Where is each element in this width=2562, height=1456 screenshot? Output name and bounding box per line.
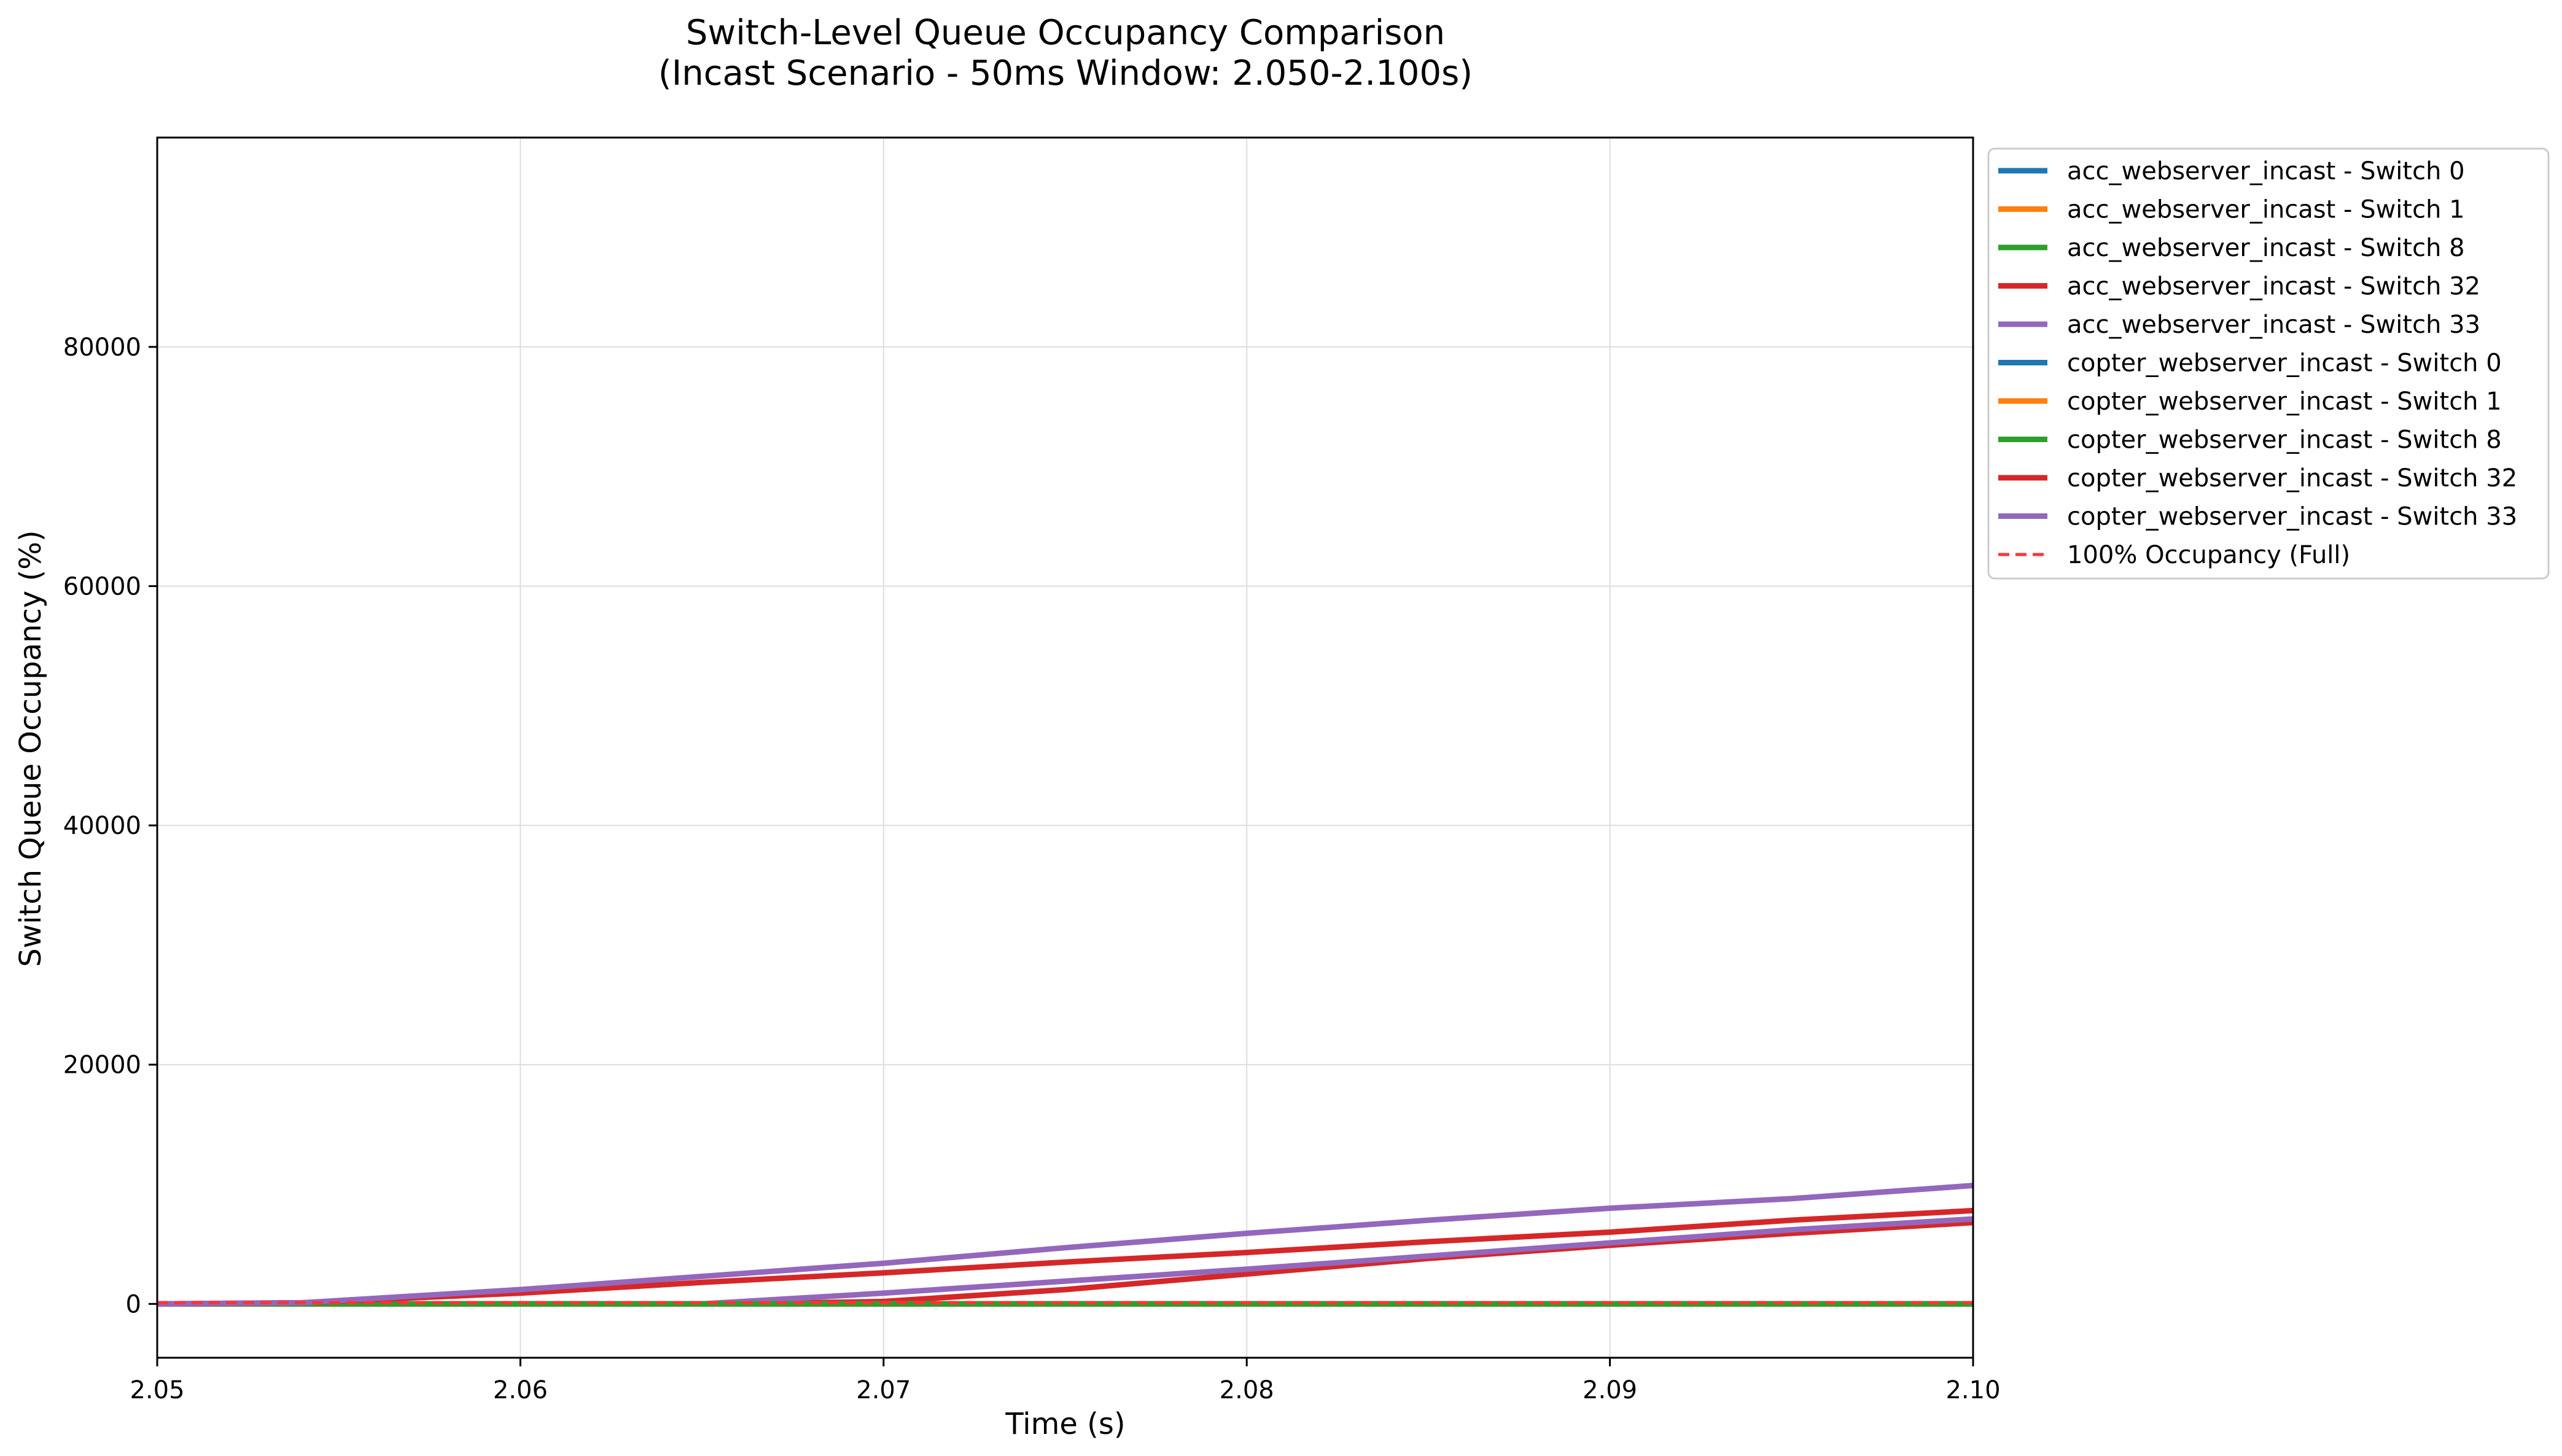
legend-box xyxy=(1987,147,2550,580)
chart-title-line-1: Switch-Level Queue Occupancy Comparison xyxy=(686,13,1445,53)
x-axis-label: Time (s) xyxy=(1005,1407,1125,1441)
legend-entry: 100% Occupancy (Full) xyxy=(2067,541,2350,569)
legend-entry: acc_webserver_incast - Switch 0 xyxy=(2067,157,2465,185)
x-tick-label: 2.10 xyxy=(1945,1376,2000,1404)
legend-entry: copter_webserver_incast - Switch 1 xyxy=(2067,387,2502,416)
legend-entry: acc_webserver_incast - Switch 1 xyxy=(2067,196,2465,224)
legend-entry: copter_webserver_incast - Switch 8 xyxy=(2067,426,2502,454)
legend: acc_webserver_incast - Switch 0 acc_webse… xyxy=(1987,147,2550,580)
x-tick-label: 2.06 xyxy=(493,1376,548,1404)
series-line-4 xyxy=(157,1216,1974,1307)
plot-frame xyxy=(156,136,1974,1359)
x-tick-label: 2.09 xyxy=(1583,1376,1637,1404)
y-tick-label: 20000 xyxy=(63,1051,141,1080)
y-tick-label: 60000 xyxy=(63,573,141,601)
x-axis: 2.05 2.06 2.07 2.08 2.09 2.10 xyxy=(130,1358,2001,1404)
legend-entry: copter_webserver_incast - Switch 33 xyxy=(2067,503,2517,531)
y-tick-label: 40000 xyxy=(63,812,141,840)
y-tick-label: 0 xyxy=(126,1290,141,1318)
chart-title-line-2: (Incast Scenario - 50ms Window: 2.050-2.… xyxy=(658,53,1473,93)
legend-entry: copter_webserver_incast - Switch 0 xyxy=(2067,349,2502,378)
legend-entry: copter_webserver_incast - Switch 32 xyxy=(2067,464,2517,492)
legend-entry: acc_webserver_incast - Switch 32 xyxy=(2067,273,2480,301)
y-tick-label: 80000 xyxy=(63,333,141,362)
x-tick-label: 2.05 xyxy=(130,1376,184,1404)
x-tick-label: 2.07 xyxy=(856,1376,911,1404)
series-line-9 xyxy=(157,1183,1974,1307)
legend-entry: acc_webserver_incast - Switch 33 xyxy=(2067,311,2480,339)
y-axis-label: Switch Queue Occupancy (%) xyxy=(14,530,48,967)
plot-lines xyxy=(157,1183,1974,1307)
grid-lines xyxy=(157,138,1974,1358)
x-tick-label: 2.08 xyxy=(1220,1376,1274,1404)
legend-entry: acc_webserver_incast - Switch 8 xyxy=(2067,234,2465,262)
y-axis: 0 20000 40000 60000 80000 xyxy=(63,333,157,1318)
